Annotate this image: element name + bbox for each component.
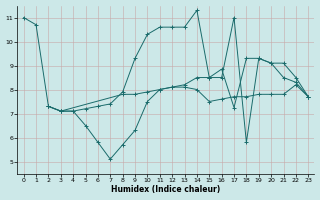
X-axis label: Humidex (Indice chaleur): Humidex (Indice chaleur) [111, 185, 220, 194]
